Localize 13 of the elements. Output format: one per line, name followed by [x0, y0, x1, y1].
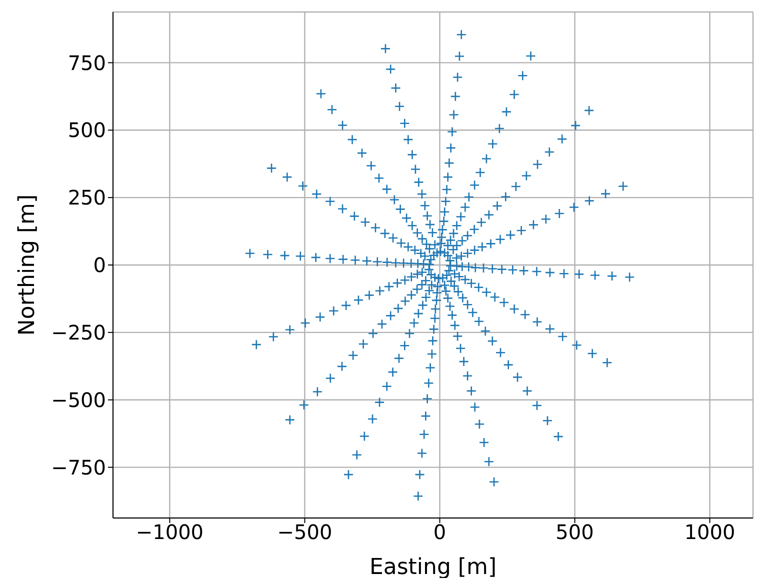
y-tick-label: −500 — [51, 388, 106, 412]
x-tick-label: 500 — [556, 520, 594, 544]
x-tick-label: −1000 — [136, 520, 204, 544]
y-tick-label: 750 — [68, 50, 106, 75]
y-tick-label: −750 — [51, 455, 106, 480]
y-tick-label: −250 — [51, 320, 106, 345]
y-axis-title: Northing [m] — [14, 194, 40, 336]
x-tick-label: −500 — [277, 520, 332, 544]
x-tick-label: 1000 — [684, 520, 736, 544]
x-tick-label: 0 — [433, 520, 446, 544]
y-tick-label: 0 — [93, 253, 106, 278]
y-tick-label: 500 — [68, 118, 106, 142]
y-tick-label: 250 — [68, 186, 106, 210]
